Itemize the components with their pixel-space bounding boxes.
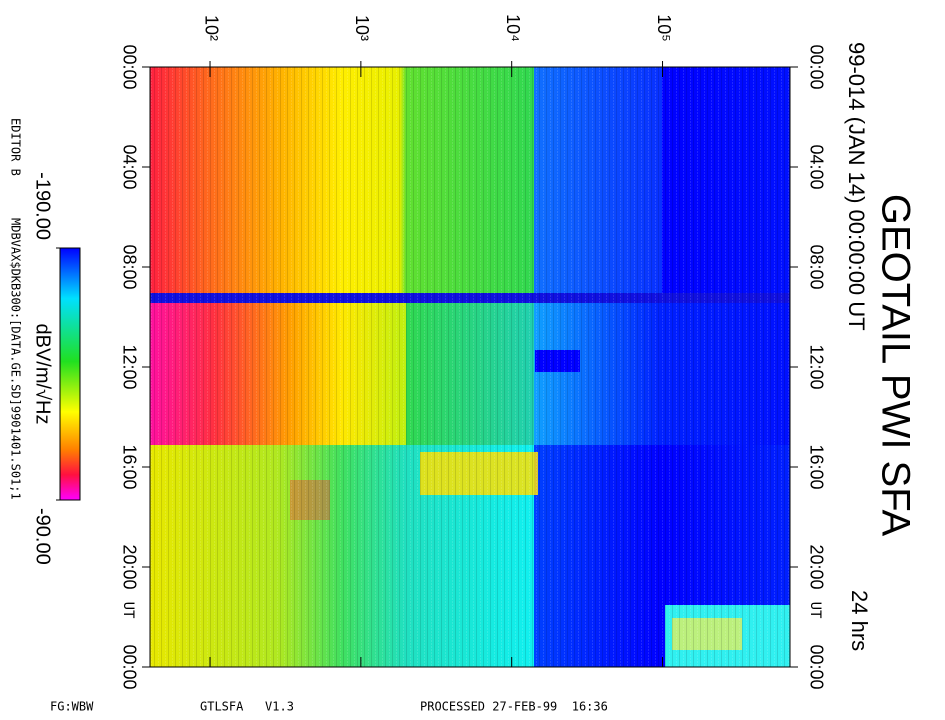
- spectrogram-image: [149, 66, 791, 668]
- colorbar: [59, 247, 81, 501]
- footer-text: PROCESSED 27-FEB-99 16:36: [420, 700, 608, 714]
- y-tick-label: 00:00: [806, 44, 826, 89]
- y-tick-label: 20:00: [119, 544, 139, 589]
- y-tick-label: 00:00: [119, 44, 139, 89]
- chart-subtitle: 99-014 (JAN 14) 00:00:00 UT: [844, 42, 869, 331]
- footer-text: FG:WBW: [50, 700, 94, 714]
- y-tick-label: 20:00: [806, 544, 826, 589]
- y-tick-label: 04:00: [119, 144, 139, 189]
- y-tick-label: 04:00: [806, 144, 826, 189]
- colorbar-tick-label: -90.00: [32, 508, 54, 565]
- editor-label: EDITOR B: [9, 118, 23, 176]
- y-tick-label: 00:00: [119, 644, 139, 689]
- file-label: MDBVAX$DKB300:[DATA.GE.SD]9901401.S01;1: [9, 218, 23, 500]
- x-tick-label: 10³: [352, 15, 372, 41]
- x-tick-label: 10⁵: [654, 14, 674, 41]
- footer-text: GTLSFA V1.3: [200, 700, 294, 714]
- colorbar-label: dBV/m/√Hz: [32, 324, 54, 425]
- y-tick-label: 16:00: [119, 444, 139, 489]
- colorbar-tick-label: -190.00: [32, 172, 54, 240]
- y-tick-label: 08:00: [806, 244, 826, 289]
- time-unit-label: UT: [120, 602, 136, 619]
- y-tick-label: 08:00: [119, 244, 139, 289]
- y-tick-label: 12:00: [806, 344, 826, 389]
- y-tick-label: 12:00: [119, 344, 139, 389]
- x-tick-label: 10⁴: [503, 14, 523, 42]
- y-tick-label: 00:00: [806, 644, 826, 689]
- y-tick-label: 16:00: [806, 444, 826, 489]
- chart-title: GEOTAIL PWI SFA: [873, 194, 917, 537]
- time-unit-label: UT: [807, 602, 823, 619]
- x-tick-label: 10²: [201, 15, 221, 41]
- duration-label: 24 hrs: [847, 590, 872, 651]
